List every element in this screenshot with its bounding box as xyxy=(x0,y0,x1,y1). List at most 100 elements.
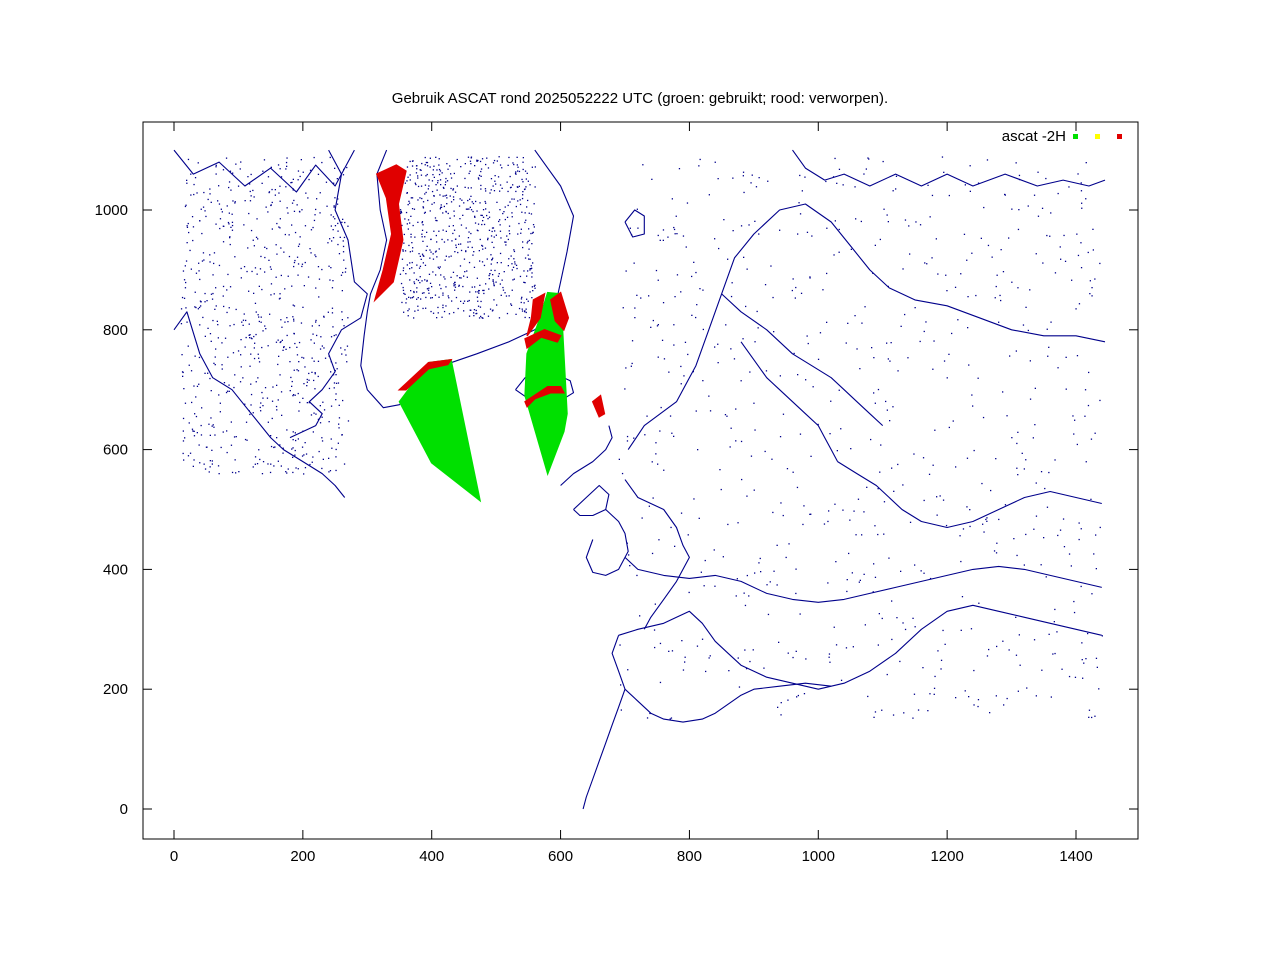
coast-speck xyxy=(452,189,454,191)
coast-speck xyxy=(483,289,485,292)
coast-speck xyxy=(212,274,214,276)
coast-speck xyxy=(1037,171,1039,173)
coast-speck xyxy=(501,187,503,189)
coast-speck xyxy=(295,439,297,442)
coast-speck xyxy=(304,467,307,469)
coast-speck xyxy=(662,239,664,241)
coast-speck xyxy=(799,613,801,615)
coast-speck xyxy=(453,283,455,285)
coast-speck xyxy=(446,197,448,199)
coast-speck xyxy=(319,192,321,194)
coast-speck xyxy=(1095,657,1098,659)
coast-speck xyxy=(338,427,340,429)
coast-speck xyxy=(673,344,675,346)
coast-speck xyxy=(185,204,187,206)
coast-speck xyxy=(314,214,316,216)
coast-speck xyxy=(306,402,308,404)
coast-speck xyxy=(1081,642,1083,644)
coast-speck xyxy=(477,223,480,225)
coast-speck xyxy=(833,626,835,628)
coast-speck xyxy=(1085,658,1087,660)
coast-speck xyxy=(507,164,509,166)
coast-speck xyxy=(453,210,455,212)
coast-speck xyxy=(431,286,433,288)
coast-speck xyxy=(883,501,886,503)
coast-speck xyxy=(1060,258,1062,260)
coast-speck xyxy=(692,371,694,373)
coast-speck xyxy=(324,357,327,359)
coast-speck xyxy=(442,304,444,306)
coast-speck xyxy=(515,205,517,208)
coast-speck xyxy=(819,332,822,334)
coast-speck xyxy=(865,168,867,170)
coast-speck xyxy=(262,330,264,332)
coast-speck xyxy=(445,177,447,180)
coast-speck xyxy=(297,179,299,181)
coast-speck xyxy=(189,249,191,252)
coast-speck xyxy=(754,572,756,574)
coast-speck xyxy=(204,468,207,470)
coast-speck xyxy=(486,214,488,217)
coast-speck xyxy=(292,394,295,396)
coast-speck xyxy=(507,238,509,241)
coast-speck xyxy=(909,521,912,523)
coast-speck xyxy=(969,190,971,192)
coast-speck xyxy=(411,250,414,252)
coast-speck xyxy=(335,334,337,336)
coast-speck xyxy=(318,450,320,453)
coast-speck xyxy=(244,346,246,348)
coast-speck xyxy=(188,422,190,424)
coast-speck xyxy=(346,345,349,347)
coast-speck xyxy=(298,341,301,344)
coast-speck xyxy=(779,375,781,377)
coast-speck xyxy=(945,274,947,276)
coast-speck xyxy=(297,263,300,265)
coast-speck xyxy=(705,670,707,673)
y-tick-label: 0 xyxy=(120,801,128,818)
coast-speck xyxy=(477,177,480,179)
coast-speck xyxy=(470,187,472,189)
coast-speck xyxy=(213,252,216,254)
coast-speck xyxy=(421,253,424,255)
coast-speck xyxy=(310,414,313,416)
coast-speck xyxy=(472,210,474,213)
coast-speck xyxy=(889,420,891,422)
coast-speck xyxy=(897,463,899,466)
coast-speck xyxy=(201,260,204,262)
coast-speck xyxy=(426,288,429,290)
coast-speck xyxy=(1088,709,1091,711)
coast-speck xyxy=(745,305,747,308)
coast-speck xyxy=(226,289,228,291)
coast-speck xyxy=(962,528,965,530)
coast-speck xyxy=(293,305,296,307)
coast-speck xyxy=(618,458,620,460)
coast-speck xyxy=(466,208,469,210)
coast-speck xyxy=(809,276,811,278)
coast-speck xyxy=(663,469,665,471)
coast-speck xyxy=(272,386,274,388)
coast-speck xyxy=(453,172,455,175)
coast-speck xyxy=(969,509,971,511)
coast-speck xyxy=(864,624,866,626)
coast-speck xyxy=(234,256,236,258)
coast-speck xyxy=(328,265,330,267)
coast-speck xyxy=(488,278,490,280)
coast-speck xyxy=(439,266,441,268)
coast-speck xyxy=(196,385,199,387)
coast-speck xyxy=(430,251,432,253)
coast-speck xyxy=(520,301,522,304)
x-tick-label: 1400 xyxy=(1059,848,1092,865)
coast-speck xyxy=(417,185,420,188)
coast-speck xyxy=(421,162,423,165)
coast-speck xyxy=(708,395,710,397)
coast-speck xyxy=(659,642,662,645)
chart-title: Gebruik ASCAT rond 2025052222 UTC (groen… xyxy=(392,90,888,107)
coast-speck xyxy=(522,246,524,249)
coast-speck xyxy=(297,170,300,172)
coast-speck xyxy=(334,197,336,199)
coast-speck xyxy=(474,216,476,218)
coast-speck xyxy=(633,437,635,439)
coast-speck xyxy=(409,251,411,253)
coast-speck xyxy=(409,222,411,224)
coast-speck xyxy=(317,173,320,175)
